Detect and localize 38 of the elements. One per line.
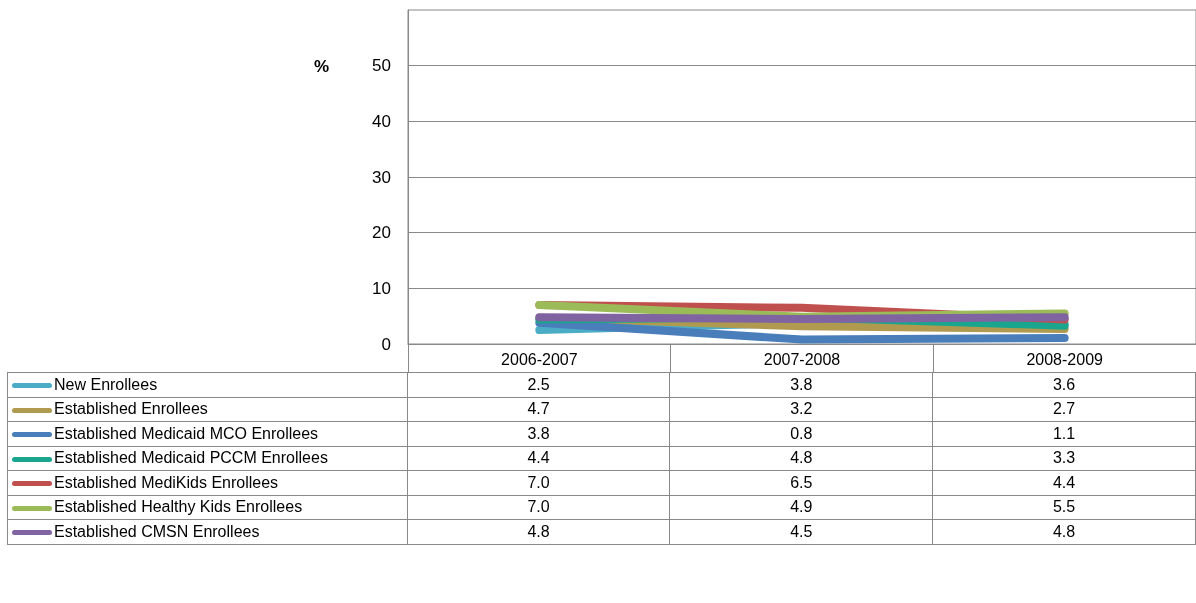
data-label: 2.7 [932, 397, 1196, 422]
x-tick-label: 2008-2009 [1026, 350, 1104, 368]
data-label: 3.6 [932, 372, 1196, 397]
x-tick-label: 2006-2007 [501, 350, 578, 368]
y-axis-title: % [314, 57, 330, 77]
data-label: 7.0 [407, 495, 670, 520]
data-label: 4.5 [669, 519, 933, 544]
legend-label: Established Healthy Kids Enrollees [7, 495, 408, 520]
legend-label: Established Enrollees [7, 397, 408, 422]
legend-label: New Enrollees [7, 372, 408, 397]
data-label: 6.5 [669, 470, 933, 495]
y-tick-label: 40 [372, 111, 391, 131]
legend-label: Established Medicaid MCO Enrollees [7, 421, 408, 446]
data-label: 4.4 [407, 446, 670, 471]
data-label: 3.8 [669, 372, 933, 397]
y-tick-label: 0 [381, 334, 391, 354]
y-tick-label: 50 [372, 56, 391, 76]
data-label: 4.8 [669, 446, 933, 471]
data-label: 2.5 [407, 372, 670, 397]
data-label: 7.0 [407, 470, 670, 495]
data-label: 3.2 [669, 397, 933, 422]
data-label: 1.1 [932, 421, 1196, 446]
data-label: 5.5 [932, 495, 1196, 520]
x-tick-label: 2007-2008 [763, 350, 841, 368]
y-tick-label: 10 [372, 278, 391, 298]
data-label: 4.4 [932, 470, 1196, 495]
data-label: 4.8 [932, 519, 1196, 544]
legend-label: Established Medicaid PCCM Enrollees [7, 446, 408, 471]
y-tick-label: 20 [372, 223, 391, 243]
data-label: 4.7 [407, 397, 670, 422]
legend-label: Established MediKids Enrollees [7, 470, 408, 495]
data-label: 3.3 [932, 446, 1196, 471]
y-tick-label: 30 [372, 167, 391, 187]
data-label: 3.8 [407, 421, 670, 446]
data-label: 4.9 [669, 495, 933, 520]
data-label: 4.8 [407, 519, 670, 544]
data-label: 0.8 [669, 421, 933, 446]
legend-label: Established CMSN Enrollees [7, 519, 408, 544]
